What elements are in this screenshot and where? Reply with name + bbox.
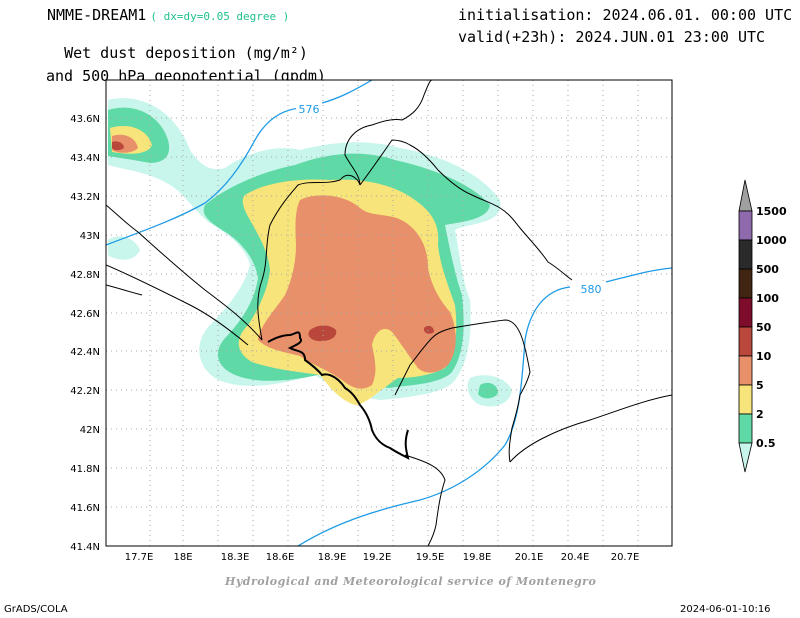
legend-swatch-2	[738, 413, 753, 444]
geopotential-contour-576	[106, 80, 373, 246]
lat-tick: 43.4N	[70, 153, 100, 164]
lat-tick: 42.2N	[70, 386, 100, 397]
contour-label-576-bg	[296, 102, 322, 116]
lat-tick: 43N	[80, 231, 100, 242]
contour-label-576: 576	[299, 103, 320, 116]
geopotential-contour-580	[297, 267, 672, 546]
lon-tick: 20.1E	[515, 552, 544, 563]
lon-tick: 18.9E	[318, 552, 347, 563]
latitude-axis: 43.6N 43.4N 43.2N 43N 42.8N 42.6N 42.4N …	[70, 114, 100, 553]
legend-swatch-500	[738, 268, 753, 299]
legend-labels: 1500 1000 500 100 50 10 5 2 0.5	[756, 205, 787, 450]
lat-tick: 42N	[80, 425, 100, 436]
legend-label: 1000	[756, 234, 787, 247]
country-borders	[106, 80, 672, 546]
coastline-montenegro	[267, 331, 410, 460]
credit-line: Hydrological and Meteorological service …	[225, 575, 597, 588]
deposition-level-2-spot	[478, 382, 498, 399]
render-timestamp: 2024-06-01-10:16	[680, 604, 771, 615]
model-title: NMME-DREAM1( dx=dy=0.05 degree )	[47, 6, 289, 24]
lon-tick: 18E	[173, 552, 192, 563]
map-frame	[105, 79, 673, 547]
longitude-axis: 17.7E 18E 18.3E 18.6E 18.9E 19.2E 19.5E …	[125, 552, 640, 563]
legend-swatch-50	[738, 326, 753, 357]
contour-label-580: 580	[581, 283, 602, 296]
deposition-level-10	[112, 134, 456, 389]
lat-tick: 42.4N	[70, 347, 100, 358]
lon-tick: 20.4E	[561, 552, 590, 563]
valid-time: valid(+23h): 2024.JUN.01 23:00 UTC	[458, 28, 766, 46]
lat-tick: 41.8N	[70, 464, 100, 475]
legend-bottom-cap	[738, 442, 753, 473]
lat-tick: 42.8N	[70, 270, 100, 281]
lat-tick: 41.6N	[70, 503, 100, 514]
model-name: NMME-DREAM1	[47, 6, 147, 24]
legend-label: 50	[756, 321, 772, 334]
lat-tick: 43.2N	[70, 192, 100, 203]
lat-tick: 42.6N	[70, 309, 100, 320]
lon-tick: 17.7E	[125, 552, 154, 563]
field-title-line1: Wet dust deposition (mg/m²)	[64, 44, 308, 62]
legend-label: 0.5	[756, 437, 776, 450]
initialisation-time: initialisation: 2024.06.01. 00:00 UTC	[458, 6, 793, 24]
map-contents	[106, 80, 672, 546]
legend-label: 2	[756, 408, 764, 421]
legend-top-cap	[738, 179, 753, 212]
lat-tick: 41.4N	[70, 542, 100, 553]
legend-label: 10	[756, 350, 772, 363]
lon-tick: 19.2E	[363, 552, 392, 563]
legend-label: 100	[756, 292, 779, 305]
lat-tick: 43.6N	[70, 114, 100, 125]
lon-tick: 20.7E	[611, 552, 640, 563]
contour-label-580-bg	[577, 282, 605, 296]
legend-label: 1500	[756, 205, 787, 218]
model-resolution: ( dx=dy=0.05 degree )	[150, 10, 290, 23]
legend-swatch-1000	[738, 239, 753, 270]
legend-swatch-5	[738, 384, 753, 415]
software-credit: GrADS/COLA	[4, 604, 68, 615]
lon-tick: 19.5E	[416, 552, 445, 563]
legend-label: 5	[756, 379, 764, 392]
lon-tick: 19.8E	[463, 552, 492, 563]
lon-tick: 18.3E	[221, 552, 250, 563]
legend-swatch-100	[738, 297, 753, 328]
legend-label: 500	[756, 263, 779, 276]
deposition-level-0.5-patch	[108, 236, 140, 260]
lon-tick: 18.6E	[266, 552, 295, 563]
legend-swatch-10	[738, 355, 753, 386]
color-legend: 1500 1000 500 100 50 10 5 2 0.5	[738, 179, 787, 473]
legend-swatch-1500	[738, 210, 753, 241]
